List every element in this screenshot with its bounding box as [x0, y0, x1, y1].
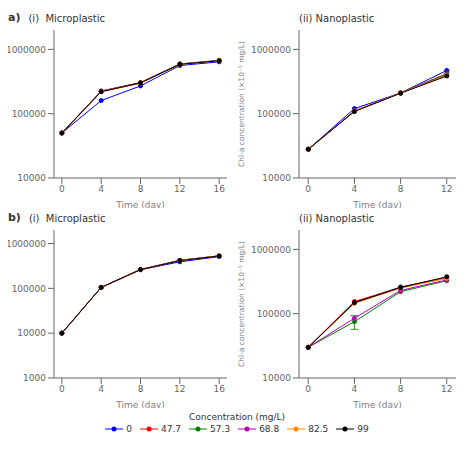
html-text:(i) Microplastic: (i) Microplastic: [28, 13, 105, 24]
svg-text:1000000: 1000000: [8, 45, 46, 55]
svg-text:4: 4: [98, 184, 104, 194]
html-text:(ii) Nanoplastic: (ii) Nanoplastic: [299, 213, 375, 224]
svg-text:1000000: 1000000: [251, 245, 291, 255]
svg-text:8: 8: [398, 184, 404, 194]
svg-text:12: 12: [441, 384, 452, 394]
svg-text:8: 8: [138, 384, 144, 394]
svg-text:12: 12: [174, 384, 185, 394]
html-text:(ii) Nanoplastic: (ii) Nanoplastic: [299, 13, 375, 24]
html-text:57.3: 57.3: [210, 424, 231, 434]
svg-text:Chl-a concentration (×10⁻⁵ mg/: Chl-a concentration (×10⁻⁵ mg/L): [237, 241, 246, 367]
svg-text:4: 4: [352, 184, 358, 194]
svg-text:0: 0: [305, 384, 311, 394]
html-text:Concentration (mg/L): Concentration (mg/L): [189, 412, 285, 422]
html-text:0: 0: [126, 424, 132, 434]
svg-text:Time (day): Time (day): [352, 200, 401, 208]
svg-text:10000: 10000: [262, 173, 291, 183]
html-text:(i) Microplastic: (i) Microplastic: [28, 213, 106, 224]
svg-text:0: 0: [305, 184, 311, 194]
html-text:a): a): [8, 11, 21, 24]
svg-text:12: 12: [174, 184, 185, 194]
svg-text:1000: 1000: [23, 373, 46, 383]
svg-text:1000000: 1000000: [8, 239, 46, 249]
svg-text:100000: 100000: [12, 284, 47, 294]
html-text:82.5: 82.5: [308, 424, 329, 434]
svg-text:10000: 10000: [17, 173, 46, 183]
html-text:68.8: 68.8: [259, 424, 280, 434]
svg-text:8: 8: [138, 184, 144, 194]
svg-text:0: 0: [59, 384, 65, 394]
html-text:47.7: 47.7: [161, 424, 182, 434]
svg-text:12: 12: [441, 184, 452, 194]
html-text:99: 99: [357, 424, 369, 434]
svg-text:10000: 10000: [17, 328, 46, 338]
html-text:b): b): [8, 211, 21, 224]
svg-text:100000: 100000: [12, 109, 47, 119]
svg-text:Time (day): Time (day): [115, 400, 164, 408]
svg-text:4: 4: [98, 384, 104, 394]
svg-text:Time (day): Time (day): [115, 200, 164, 208]
svg-text:100000: 100000: [257, 109, 292, 119]
svg-text:16: 16: [213, 184, 225, 194]
svg-text:4: 4: [352, 384, 358, 394]
svg-text:100000: 100000: [257, 309, 292, 319]
svg-text:1000000: 1000000: [251, 45, 291, 55]
svg-text:16: 16: [213, 384, 225, 394]
svg-text:10000: 10000: [262, 373, 291, 383]
svg-text:0: 0: [59, 184, 65, 194]
svg-text:Chl-a concentration (×10⁻⁵ mg/: Chl-a concentration (×10⁻⁵ mg/L): [237, 41, 246, 167]
svg-text:8: 8: [398, 384, 404, 394]
svg-text:Time (day): Time (day): [352, 400, 401, 408]
